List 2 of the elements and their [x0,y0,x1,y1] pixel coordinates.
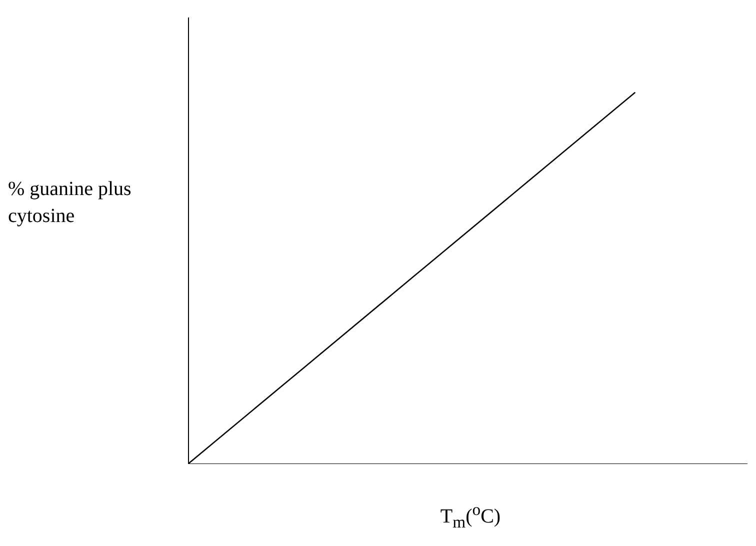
x-axis-title: T$_{m}$($^{o}$C) [439,500,502,533]
y-axis-title: % guanine plus cytosine [8,177,132,229]
